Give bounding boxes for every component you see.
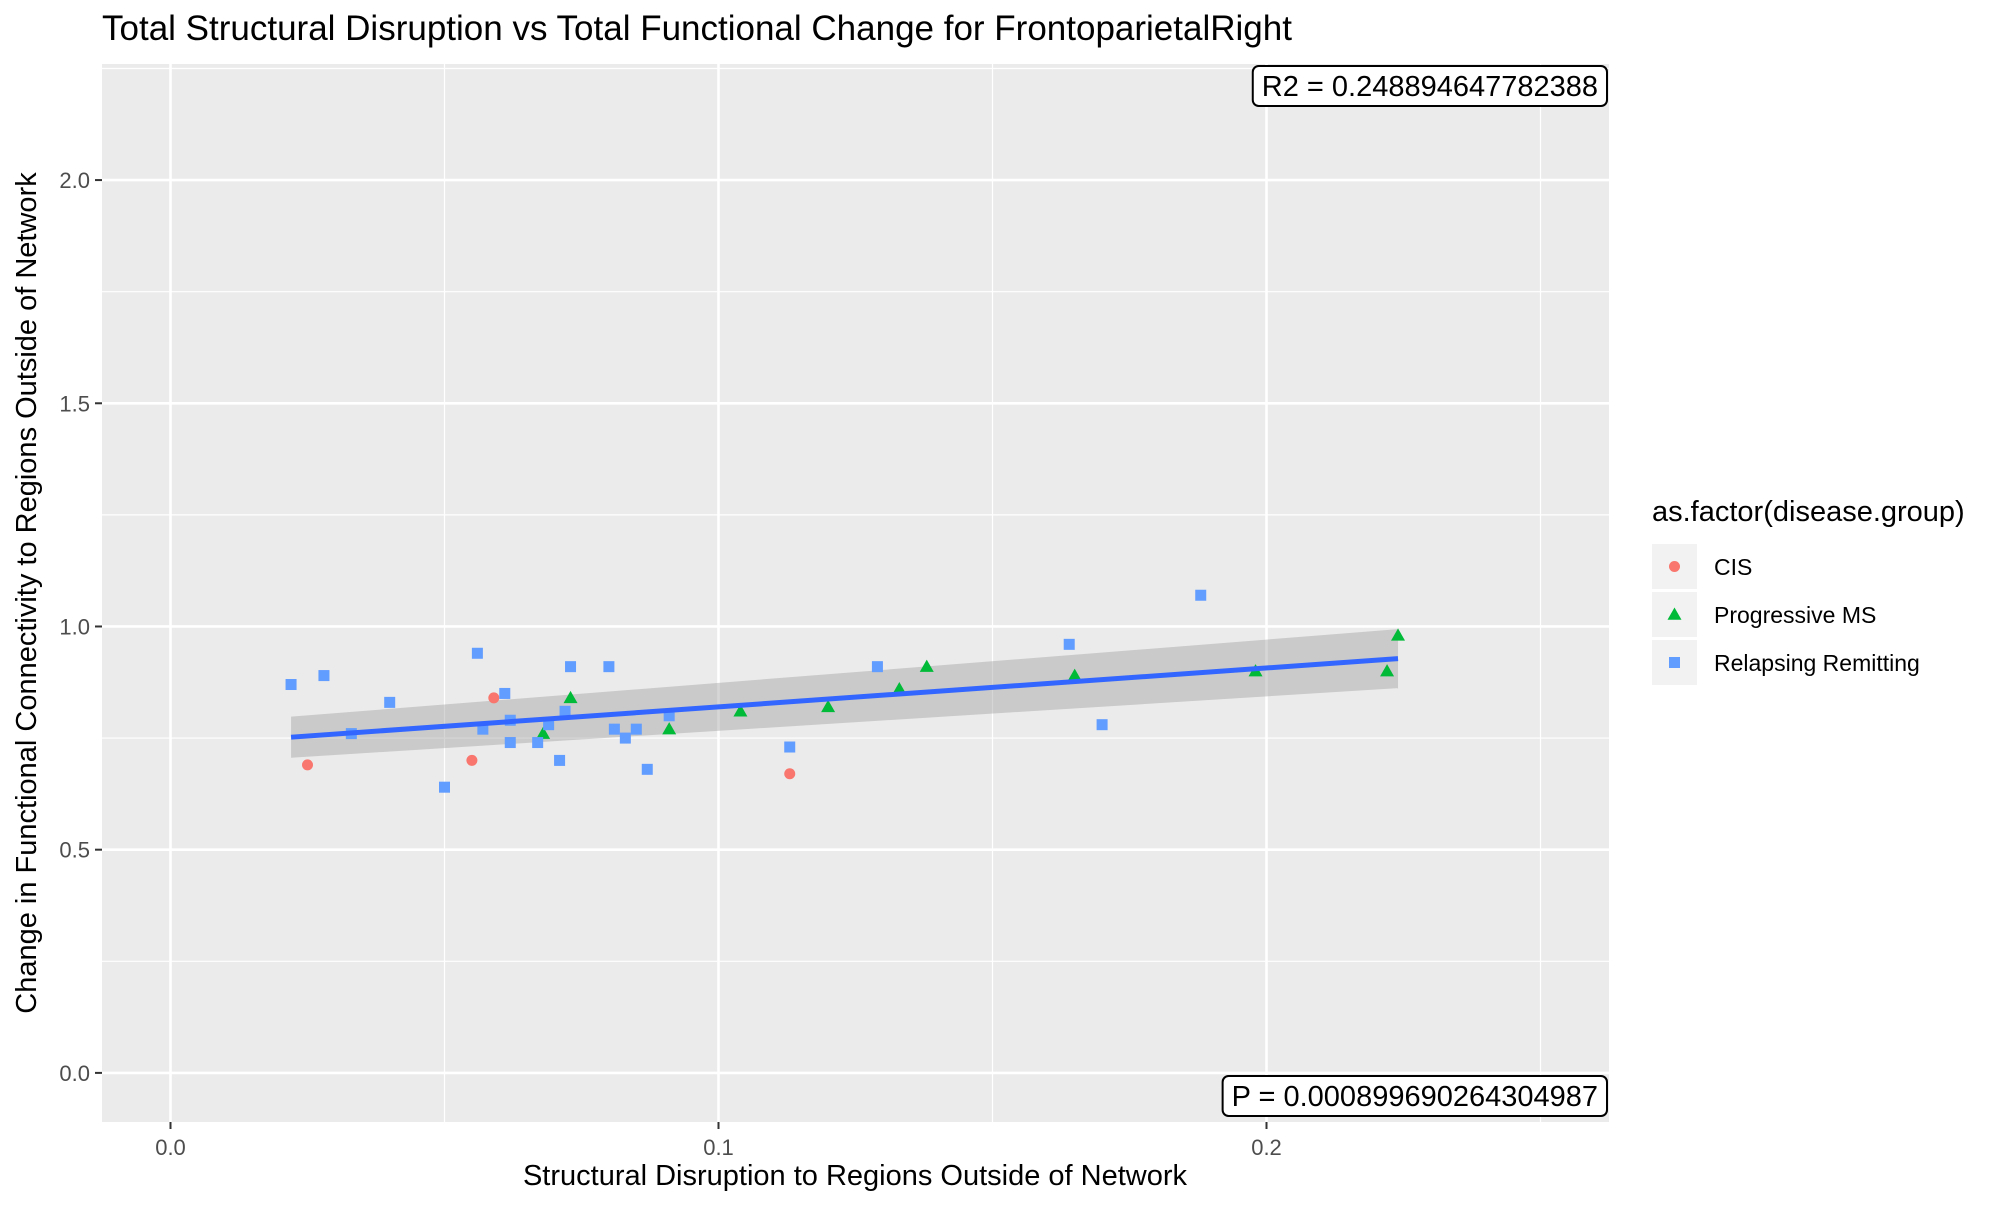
point-progressive-ms <box>662 722 677 735</box>
legend-item-progressive-ms: Progressive MS <box>1652 592 1876 637</box>
x-tick-label: 0.2 <box>1251 1135 1282 1160</box>
point-relapsing-remitting <box>630 723 642 735</box>
point-cis <box>784 768 796 780</box>
legend-item-cis: CIS <box>1652 544 1752 589</box>
point-cis <box>488 692 500 704</box>
point-progressive-ms <box>733 704 748 717</box>
point-cis <box>302 759 313 771</box>
confidence-band-layer <box>291 629 1399 758</box>
p-label-box <box>1221 1075 1608 1117</box>
r2-label-box <box>1251 65 1608 107</box>
point-relapsing-remitting <box>499 687 511 699</box>
point-relapsing-remitting <box>554 754 566 766</box>
r2-label: R2 = 0.248894647782388 <box>1262 71 1598 103</box>
r2-annotation: R2 = 0.248894647782388 <box>1251 65 1608 107</box>
y-tick-label: 1.5 <box>59 391 90 416</box>
chart-title: Total Structural Disruption vs Total Fun… <box>102 9 1292 48</box>
legend-label: Progressive MS <box>1714 602 1876 628</box>
major-gridlines <box>102 64 1609 1122</box>
point-relapsing-remitting <box>565 661 577 673</box>
point-relapsing-remitting <box>559 705 571 717</box>
legend-label: Relapsing Remitting <box>1714 650 1920 676</box>
x-axis-title: Structural Disruption to Regions Outside… <box>523 1160 1188 1192</box>
point-relapsing-remitting <box>285 679 297 691</box>
p-value-label: P = 0.000899690264304987 <box>1232 1081 1598 1113</box>
point-relapsing-remitting <box>439 781 450 793</box>
point-relapsing-remitting <box>384 696 396 708</box>
legend: as.factor(disease.group) CIS Progressive … <box>1652 496 1965 685</box>
regression-line <box>290 656 1399 740</box>
point-relapsing-remitting <box>471 647 483 659</box>
legend-items: CIS Progressive MS Relapsing Remitting <box>1652 544 1920 685</box>
point-progressive-ms <box>1067 668 1082 681</box>
point-relapsing-remitting <box>663 710 675 722</box>
point-relapsing-remitting <box>603 661 615 673</box>
legend-label: CIS <box>1714 554 1752 580</box>
point-relapsing-remitting <box>641 763 653 775</box>
y-tick-label: 1.0 <box>59 614 90 639</box>
point-progressive-ms <box>1391 628 1406 641</box>
point-relapsing-remitting <box>504 737 516 749</box>
axis-ticks-layer: 0.0 0.1 0.2 0.0 0.5 1.0 1.5 2.0 <box>59 168 1281 1160</box>
y-tick-label: 2.0 <box>59 168 90 193</box>
point-cis <box>466 754 478 766</box>
point-relapsing-remitting <box>619 732 631 744</box>
y-axis-title: Change in Functional Connectivity to Reg… <box>11 172 43 1014</box>
point-progressive-ms <box>536 726 551 739</box>
point-progressive-ms <box>821 699 836 713</box>
point-relapsing-remitting <box>1063 638 1075 650</box>
point-progressive-ms <box>1380 664 1395 677</box>
regression-line-layer <box>290 656 1399 740</box>
point-relapsing-remitting <box>532 737 544 749</box>
y-tick-label: 0.5 <box>59 838 90 863</box>
legend-title: as.factor(disease.group) <box>1652 496 1965 528</box>
legend-key-triangle <box>1667 607 1682 620</box>
confidence-band <box>291 629 1399 758</box>
data-points-layer <box>285 589 1406 793</box>
plot-panel <box>102 64 1609 1122</box>
point-relapsing-remitting <box>318 670 330 682</box>
y-tick-label: 0.0 <box>59 1061 90 1086</box>
legend-key-square <box>1669 657 1680 668</box>
x-tick-label: 0.1 <box>703 1135 734 1160</box>
point-relapsing-remitting <box>543 719 555 731</box>
point-relapsing-remitting <box>871 661 883 673</box>
point-progressive-ms <box>919 659 934 672</box>
point-relapsing-remitting <box>608 723 620 735</box>
point-relapsing-remitting <box>784 741 796 753</box>
point-relapsing-remitting <box>1096 719 1108 731</box>
point-progressive-ms <box>563 690 578 704</box>
p-value-annotation: P = 0.000899690264304987 <box>1221 1075 1608 1117</box>
legend-item-relapsing-remitting: Relapsing Remitting <box>1652 640 1920 685</box>
point-progressive-ms <box>892 681 907 695</box>
point-relapsing-remitting <box>1195 589 1207 601</box>
point-relapsing-remitting <box>477 723 489 735</box>
x-tick-label: 0.0 <box>155 1135 186 1160</box>
legend-key-circle <box>1669 561 1680 572</box>
